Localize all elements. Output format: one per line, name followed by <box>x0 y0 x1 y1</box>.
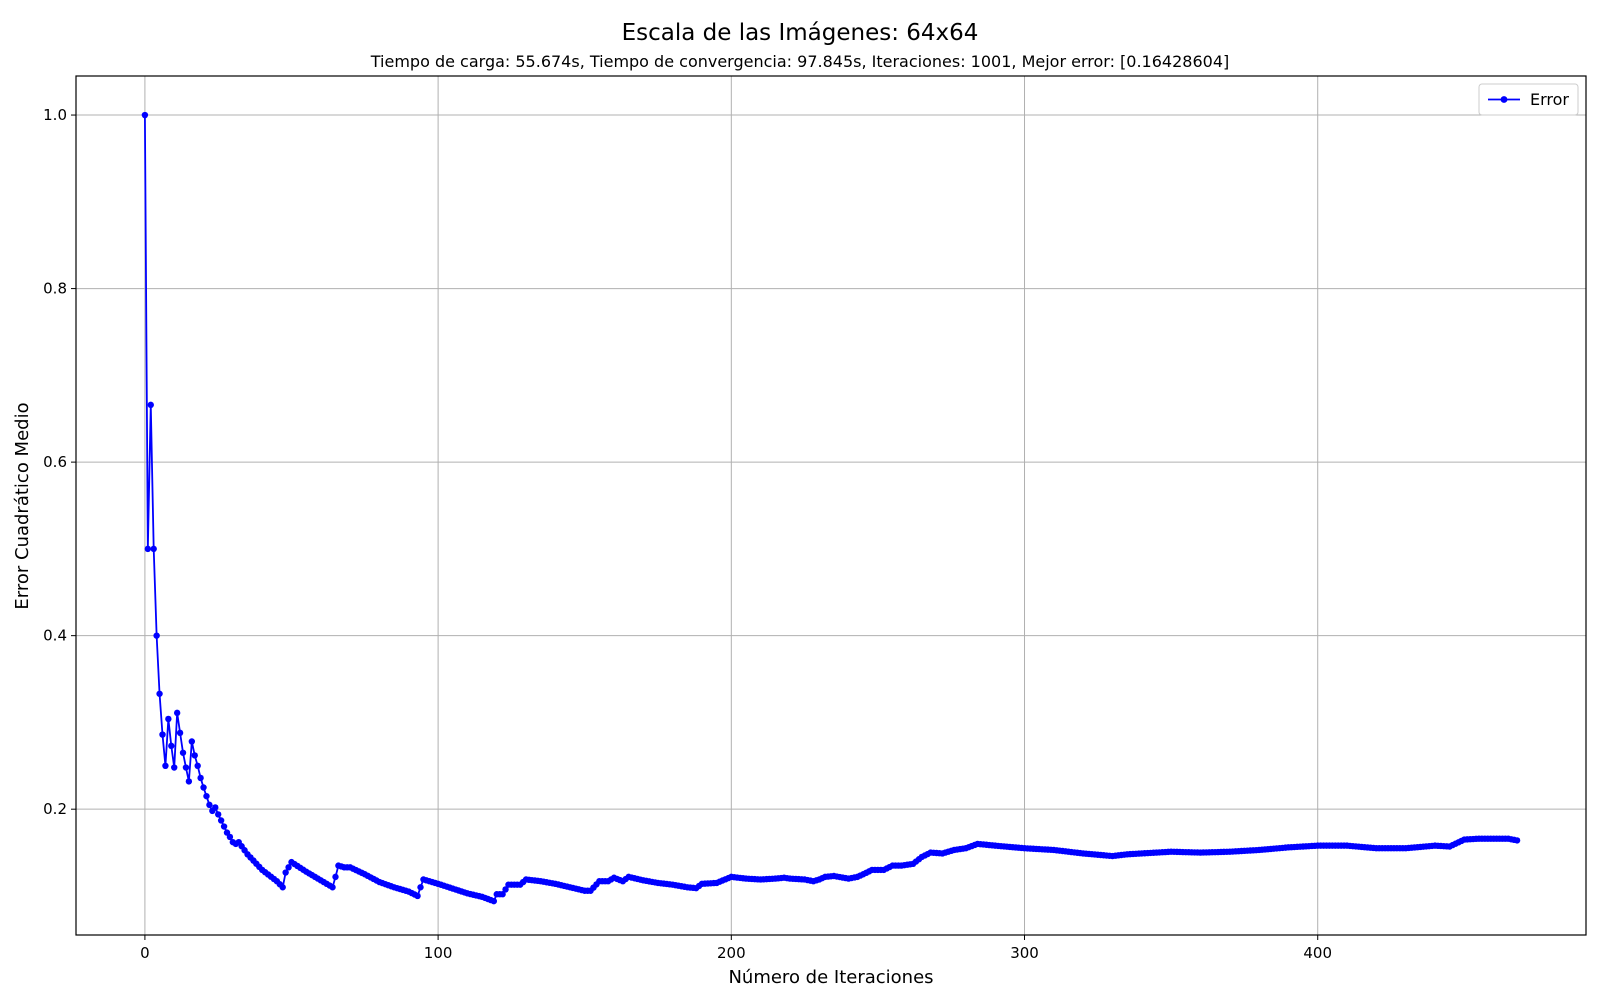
data-point <box>226 833 234 841</box>
series-line-error <box>144 115 1518 903</box>
data-point <box>417 884 424 891</box>
data-point <box>179 749 187 756</box>
y-tick-label: 0.6 <box>43 453 67 471</box>
x-tick-label: 400 <box>1303 944 1332 962</box>
data-point <box>153 632 160 639</box>
data-point <box>171 764 178 771</box>
data-point <box>285 864 292 871</box>
legend: Error <box>1478 83 1579 116</box>
x-tick-label: 100 <box>424 944 453 962</box>
data-point <box>332 873 339 881</box>
data-point <box>490 897 498 905</box>
data-point <box>168 742 175 750</box>
data-point <box>414 892 421 900</box>
y-tick-label: 1.0 <box>43 106 67 124</box>
data-point <box>329 884 336 891</box>
grid <box>76 76 1586 935</box>
legend-box <box>1478 83 1579 116</box>
y-tick-label: 0.4 <box>43 627 67 645</box>
data-point <box>141 111 149 119</box>
legend-marker <box>1500 96 1508 103</box>
data-point <box>191 752 198 759</box>
data-point <box>150 545 157 553</box>
data-point <box>162 762 169 769</box>
data-point <box>188 738 196 745</box>
series-layer <box>141 111 1521 905</box>
legend-label-error: Error <box>1530 90 1569 109</box>
data-point <box>197 774 204 782</box>
data-point <box>147 401 154 409</box>
y-tick-label: 0.2 <box>43 800 67 818</box>
x-tick-label: 300 <box>1010 944 1039 962</box>
y-axis-label: Error Cuadrático Medio <box>12 402 33 609</box>
data-point <box>176 729 184 737</box>
data-point <box>159 731 166 738</box>
data-point <box>200 784 207 791</box>
data-point <box>144 545 152 553</box>
x-axis-label: Número de Iteraciones <box>728 967 933 988</box>
chart-subtitle: Tiempo de carga: 55.674s, Tiempo de conv… <box>370 52 1229 71</box>
data-point <box>502 886 509 893</box>
ticks: 0 100 200 300 400 0.2 0.4 0.6 0.8 1.0 <box>43 106 1332 962</box>
data-point <box>1513 837 1521 844</box>
x-tick-label: 200 <box>717 944 746 962</box>
data-point <box>206 801 213 809</box>
data-point <box>220 823 228 830</box>
data-point <box>279 884 286 891</box>
data-point <box>215 811 222 818</box>
y-tick-label: 0.8 <box>43 280 67 298</box>
data-point <box>165 715 172 723</box>
data-point <box>156 690 163 697</box>
x-tick-label: 0 <box>140 944 150 962</box>
data-point <box>182 764 190 771</box>
data-point <box>217 817 225 824</box>
data-point <box>173 709 181 717</box>
data-point <box>499 891 506 898</box>
data-point <box>185 778 193 785</box>
data-point <box>282 869 289 876</box>
data-point <box>212 804 219 811</box>
data-point <box>203 792 210 800</box>
data-point <box>194 762 201 769</box>
chart-title: Escala de las Imágenes: 64x64 <box>622 20 979 46</box>
plot-area-frame <box>75 75 1587 936</box>
